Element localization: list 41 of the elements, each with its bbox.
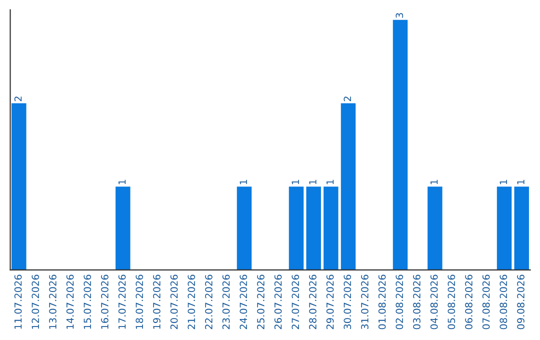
x-tick-label: 02.08.2026 — [396, 274, 404, 330]
data-label: 2 — [344, 96, 351, 102]
data-label: 1 — [326, 180, 334, 184]
x-tick-label: 06.08.2026 — [465, 274, 472, 330]
x-tick-label: 12.07.2026 — [32, 274, 40, 329]
x-tick-label: 07.08.2026 — [482, 274, 490, 330]
x-tick-label: 21.07.2026 — [188, 274, 196, 330]
x-tick-label: 01.08.2026 — [378, 274, 386, 330]
data-label: 1 — [500, 180, 507, 184]
data-label: 1 — [118, 180, 126, 184]
data-label: 2 — [14, 96, 22, 102]
x-tick-label: 30.07.2026 — [344, 274, 352, 330]
x-tick-label: 18.07.2026 — [136, 274, 144, 329]
x-tick-label: 09.08.2026 — [517, 274, 524, 330]
data-label: 1 — [430, 180, 438, 184]
data-label: 1 — [240, 180, 247, 184]
data-label: 1 — [517, 180, 524, 184]
x-tick-label: 08.08.2026 — [500, 274, 508, 330]
x-tick-label: 15.07.2026 — [84, 274, 92, 329]
data-label: 3 — [396, 13, 404, 18]
x-tick-label: 16.07.2026 — [101, 274, 108, 329]
x-tick-label: 31.07.2026 — [361, 274, 368, 330]
x-tick-label: 13.07.2026 — [49, 274, 56, 329]
x-tick-label: 17.07.2026 — [118, 274, 126, 329]
x-tick-label: 29.07.2026 — [326, 274, 334, 330]
x-tick-label: 28.07.2026 — [309, 274, 316, 330]
x-tick-label: 11.07.2026 — [14, 274, 22, 329]
x-tick-label: 05.08.2026 — [448, 274, 456, 330]
x-tick-label: 04.08.2026 — [430, 274, 438, 330]
x-tick-label: 20.07.2026 — [170, 274, 178, 330]
x-tick-label: 24.07.2026 — [240, 274, 248, 330]
data-label: 1 — [309, 180, 316, 184]
x-tick-label: 22.07.2026 — [205, 274, 212, 330]
x-tick-label: 26.07.2026 — [274, 274, 282, 330]
x-tick-label: 03.08.2026 — [413, 274, 420, 330]
x-tick-label: 25.07.2026 — [257, 274, 264, 330]
x-tick-label: 14.07.2026 — [66, 274, 74, 329]
data-label: 1 — [292, 180, 299, 184]
x-tick-label: 27.07.2026 — [292, 274, 300, 330]
x-tick-label: 19.07.2026 — [153, 274, 160, 329]
x-tick-label: 23.07.2026 — [222, 274, 230, 330]
